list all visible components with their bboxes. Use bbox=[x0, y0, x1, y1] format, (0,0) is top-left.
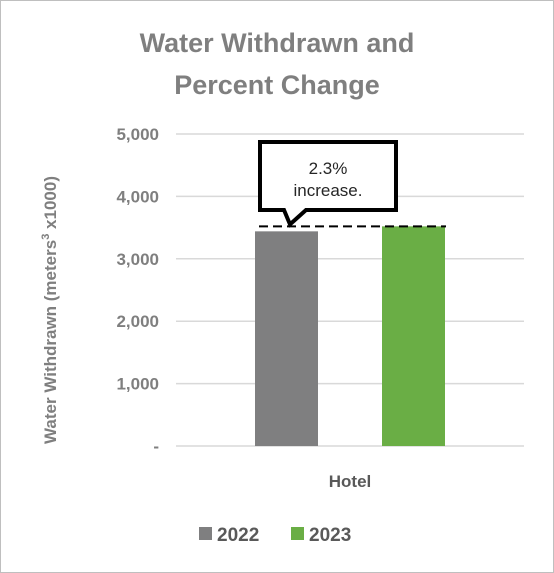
legend-label-2023: 2023 bbox=[309, 525, 351, 546]
y-tick-label: 2,000 bbox=[116, 312, 159, 331]
callout-box bbox=[258, 140, 398, 228]
y-tick-label: 4,000 bbox=[116, 187, 159, 206]
legend-label-2022: 2022 bbox=[217, 525, 259, 546]
bar-2023 bbox=[382, 226, 445, 446]
y-tick-labels: - 1,000 2,000 3,000 4,000 5,000 bbox=[116, 125, 159, 456]
y-tick-label: 3,000 bbox=[116, 250, 159, 269]
legend-swatch-2022 bbox=[199, 527, 212, 540]
y-tick-label: 1,000 bbox=[116, 375, 159, 394]
callout-group: 2.3% increase. bbox=[258, 140, 398, 228]
y-tick-label: - bbox=[153, 437, 159, 456]
chart-title-line-1: Water Withdrawn and bbox=[140, 28, 415, 58]
y-axis-label: Water Withdrawn (meters3 x1000) bbox=[40, 176, 60, 444]
legend-swatch-2023 bbox=[291, 527, 304, 540]
y-tick-label: 5,000 bbox=[116, 125, 159, 144]
bar-2022 bbox=[255, 231, 318, 446]
callout-text-line: 2.3% bbox=[309, 159, 348, 178]
category-label-hotel: Hotel bbox=[329, 472, 372, 491]
bars bbox=[255, 226, 445, 446]
callout-text-line: increase. bbox=[294, 181, 363, 200]
legend: 2022 2023 bbox=[199, 525, 351, 546]
chart-title-line-2: Percent Change bbox=[174, 70, 380, 100]
chart-title: Water Withdrawn and Percent Change bbox=[140, 28, 415, 100]
